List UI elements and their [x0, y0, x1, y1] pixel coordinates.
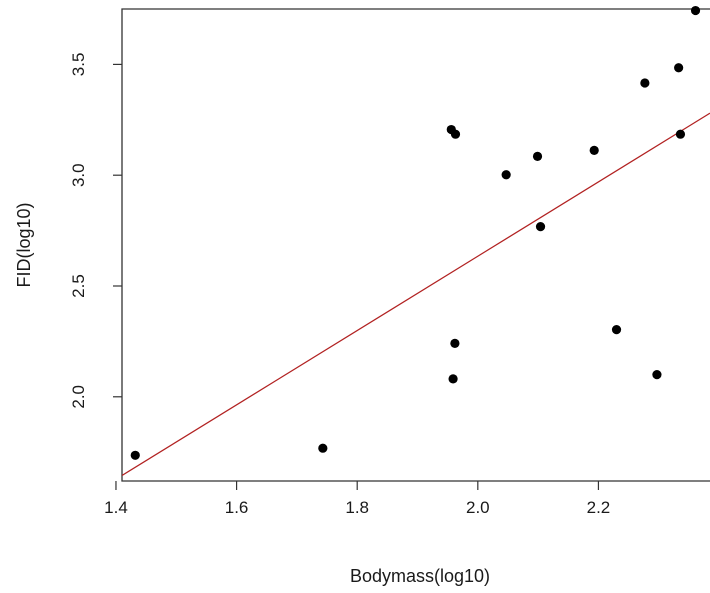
data-point: [450, 338, 460, 348]
y-tick-label: 3.5: [69, 53, 88, 77]
data-point: [318, 443, 328, 453]
data-point: [611, 325, 622, 335]
regression-line-layer: [122, 112, 710, 476]
data-point: [535, 222, 546, 232]
data-point: [652, 370, 662, 380]
y-tick-label: 2.0: [69, 385, 88, 409]
y-axis-title: FID(log10): [14, 202, 34, 287]
plot-border: [121, 8, 710, 482]
data-point: [589, 145, 599, 155]
x-tick-label: 1.8: [345, 498, 369, 517]
y-tick-label: 3.0: [69, 163, 88, 187]
x-tick-label: 2.0: [466, 498, 490, 517]
data-point: [130, 450, 140, 460]
x-axis-title: Bodymass(log10): [350, 566, 490, 586]
data-point: [675, 129, 686, 139]
x-tick-label: 2.2: [587, 498, 611, 517]
plot-area-frame: [121, 8, 710, 482]
data-point: [450, 129, 461, 139]
x-tick-label: 1.4: [104, 498, 128, 517]
regression-line: [122, 112, 710, 476]
data-points-layer: [130, 5, 701, 460]
data-point: [690, 5, 701, 16]
data-point: [532, 151, 543, 161]
data-point: [640, 78, 650, 88]
y-tick-label: 2.5: [69, 274, 88, 298]
data-point: [448, 374, 458, 384]
x-tick-label: 1.6: [225, 498, 249, 517]
x-axis: 1.4 1.6 1.8 2.0 2.2: [104, 481, 610, 517]
data-point: [674, 63, 684, 73]
data-point: [501, 170, 511, 180]
y-axis: 2.0 2.5 3.0 3.5: [69, 53, 122, 409]
